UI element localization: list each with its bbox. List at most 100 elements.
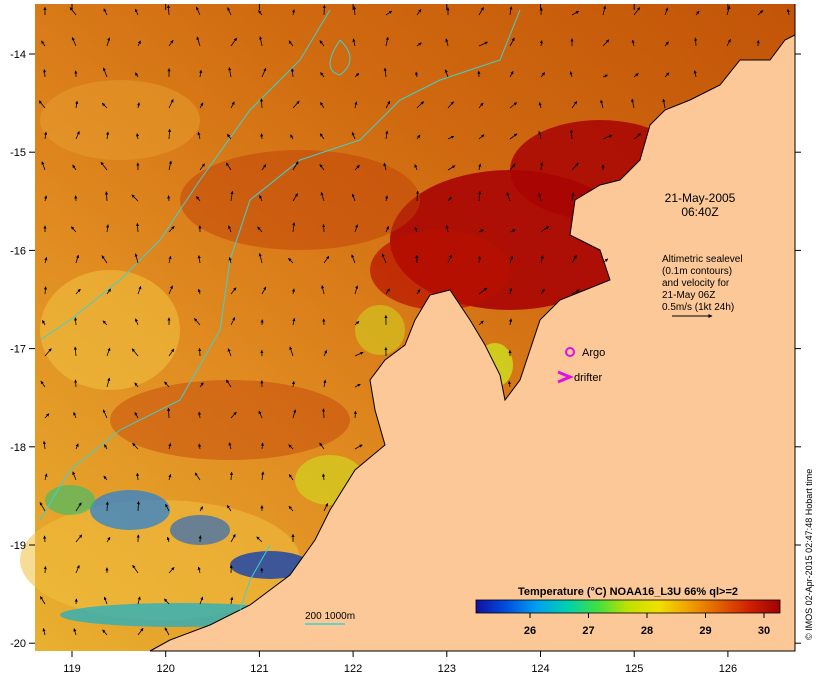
velocity-arrow xyxy=(445,38,449,47)
velocity-arrow xyxy=(478,102,484,109)
velocity-arrow xyxy=(447,135,455,140)
velocity-arrow xyxy=(757,10,764,16)
lat-tick-label: -17 xyxy=(10,344,26,356)
velocity-arrow xyxy=(321,285,325,295)
velocity-arrow xyxy=(164,627,170,636)
svg-text:Altimetric sealevel: Altimetric sealevel xyxy=(662,254,743,265)
velocity-arrow xyxy=(292,317,296,326)
velocity-arrow xyxy=(258,10,263,16)
velocity-arrow xyxy=(416,8,422,16)
lon-tick-label: 126 xyxy=(719,663,737,675)
velocity-arrow xyxy=(538,102,542,109)
colorbar: Temperature (°C) NOAA16_L3U 66% ql>=2 26… xyxy=(475,586,781,637)
colorbar-tick-label: 29 xyxy=(699,625,711,637)
velocity-arrow xyxy=(230,101,235,109)
velocity-arrow xyxy=(257,226,263,233)
velocity-arrow xyxy=(323,349,328,357)
velocity-arrow xyxy=(540,225,550,233)
velocity-arrow xyxy=(135,472,140,481)
argo-marker xyxy=(565,347,575,357)
velocity-arrow xyxy=(288,474,294,481)
lon-tick-label: 120 xyxy=(157,663,175,675)
velocity-arrow xyxy=(167,407,171,419)
velocity-arrow xyxy=(571,255,577,264)
velocity-arrow xyxy=(539,40,543,47)
velocity-arrow xyxy=(198,443,202,450)
velocity-arrow xyxy=(168,348,175,357)
velocity-arrow xyxy=(319,40,325,47)
velocity-arrow xyxy=(288,505,294,512)
velocity-arrow xyxy=(197,411,202,419)
colorbar-tick-label: 26 xyxy=(524,625,536,637)
velocity-arrow xyxy=(447,101,454,109)
velocity-arrow xyxy=(571,10,580,16)
velocity-arrow xyxy=(106,288,112,295)
velocity-arrow xyxy=(571,289,580,295)
velocity-arrow xyxy=(478,191,482,202)
velocity-arrow xyxy=(103,475,108,481)
altimetry-note: Altimetric sealevel (0.1m contours) and … xyxy=(662,254,743,318)
velocity-arrow xyxy=(101,102,108,109)
velocity-arrow xyxy=(168,39,174,47)
svg-text:0.5m/s (1kt 24h): 0.5m/s (1kt 24h) xyxy=(662,302,734,313)
velocity-arrow xyxy=(352,38,356,47)
velocity-arrow xyxy=(227,348,232,357)
velocity-arrow xyxy=(168,285,173,295)
velocity-arrow xyxy=(385,10,393,16)
velocity-arrow xyxy=(226,504,232,512)
lon-tick-label: 119 xyxy=(63,663,81,675)
velocity-arrow xyxy=(351,131,356,140)
velocity-arrow xyxy=(352,6,357,16)
velocity-arrow xyxy=(385,130,389,140)
velocity-arrow xyxy=(44,473,48,481)
velocity-arrow xyxy=(321,408,326,419)
velocity-arrow xyxy=(259,36,263,47)
velocity-arrow xyxy=(106,37,111,47)
velocity-arrow xyxy=(137,40,141,47)
velocity-arrow xyxy=(261,471,265,481)
velocity-arrow xyxy=(135,72,139,78)
velocity-arrow xyxy=(478,7,484,16)
velocity-arrow xyxy=(416,288,421,295)
velocity-arrow xyxy=(168,160,172,171)
velocity-arrow xyxy=(292,193,298,202)
velocity-arrow xyxy=(71,37,77,47)
velocity-arrow xyxy=(477,256,481,264)
velocity-arrow xyxy=(230,411,237,419)
velocity-arrow xyxy=(509,37,515,47)
velocity-arrow xyxy=(261,286,267,295)
velocity-arrow xyxy=(509,229,516,233)
velocity-arrow xyxy=(194,472,201,481)
velocity-arrow xyxy=(168,567,175,574)
velocity-arrow xyxy=(292,222,296,233)
velocity-arrow xyxy=(322,224,326,233)
velocity-arrow xyxy=(42,320,46,326)
velocity-arrow xyxy=(106,131,110,140)
velocity-arrow xyxy=(695,10,700,16)
velocity-arrow xyxy=(664,72,670,78)
velocity-arrow xyxy=(131,194,139,202)
velocity-arrow xyxy=(73,628,77,636)
velocity-arrow xyxy=(73,346,77,357)
velocity-arrow xyxy=(354,383,361,388)
velocity-arrow xyxy=(42,628,46,636)
lat-tick-label: -15 xyxy=(10,147,26,159)
velocity-arrow xyxy=(225,379,232,388)
velocity-arrow xyxy=(197,566,201,574)
velocity-arrow xyxy=(633,73,639,78)
velocity-arrow xyxy=(540,288,545,295)
velocity-arrow xyxy=(164,598,170,605)
velocity-arrow xyxy=(509,102,518,109)
velocity-arrow xyxy=(290,68,294,78)
velocity-arrow xyxy=(540,72,546,78)
velocity-arrow xyxy=(199,102,204,109)
velocity-arrow xyxy=(41,161,46,171)
velocity-arrow xyxy=(228,442,232,450)
velocity-arrow xyxy=(44,348,52,357)
velocity-arrow xyxy=(134,8,139,16)
velocity-arrow xyxy=(230,287,237,295)
velocity-arrow xyxy=(509,163,516,171)
velocity-arrow xyxy=(569,129,574,140)
velocity-arrow xyxy=(538,192,542,202)
